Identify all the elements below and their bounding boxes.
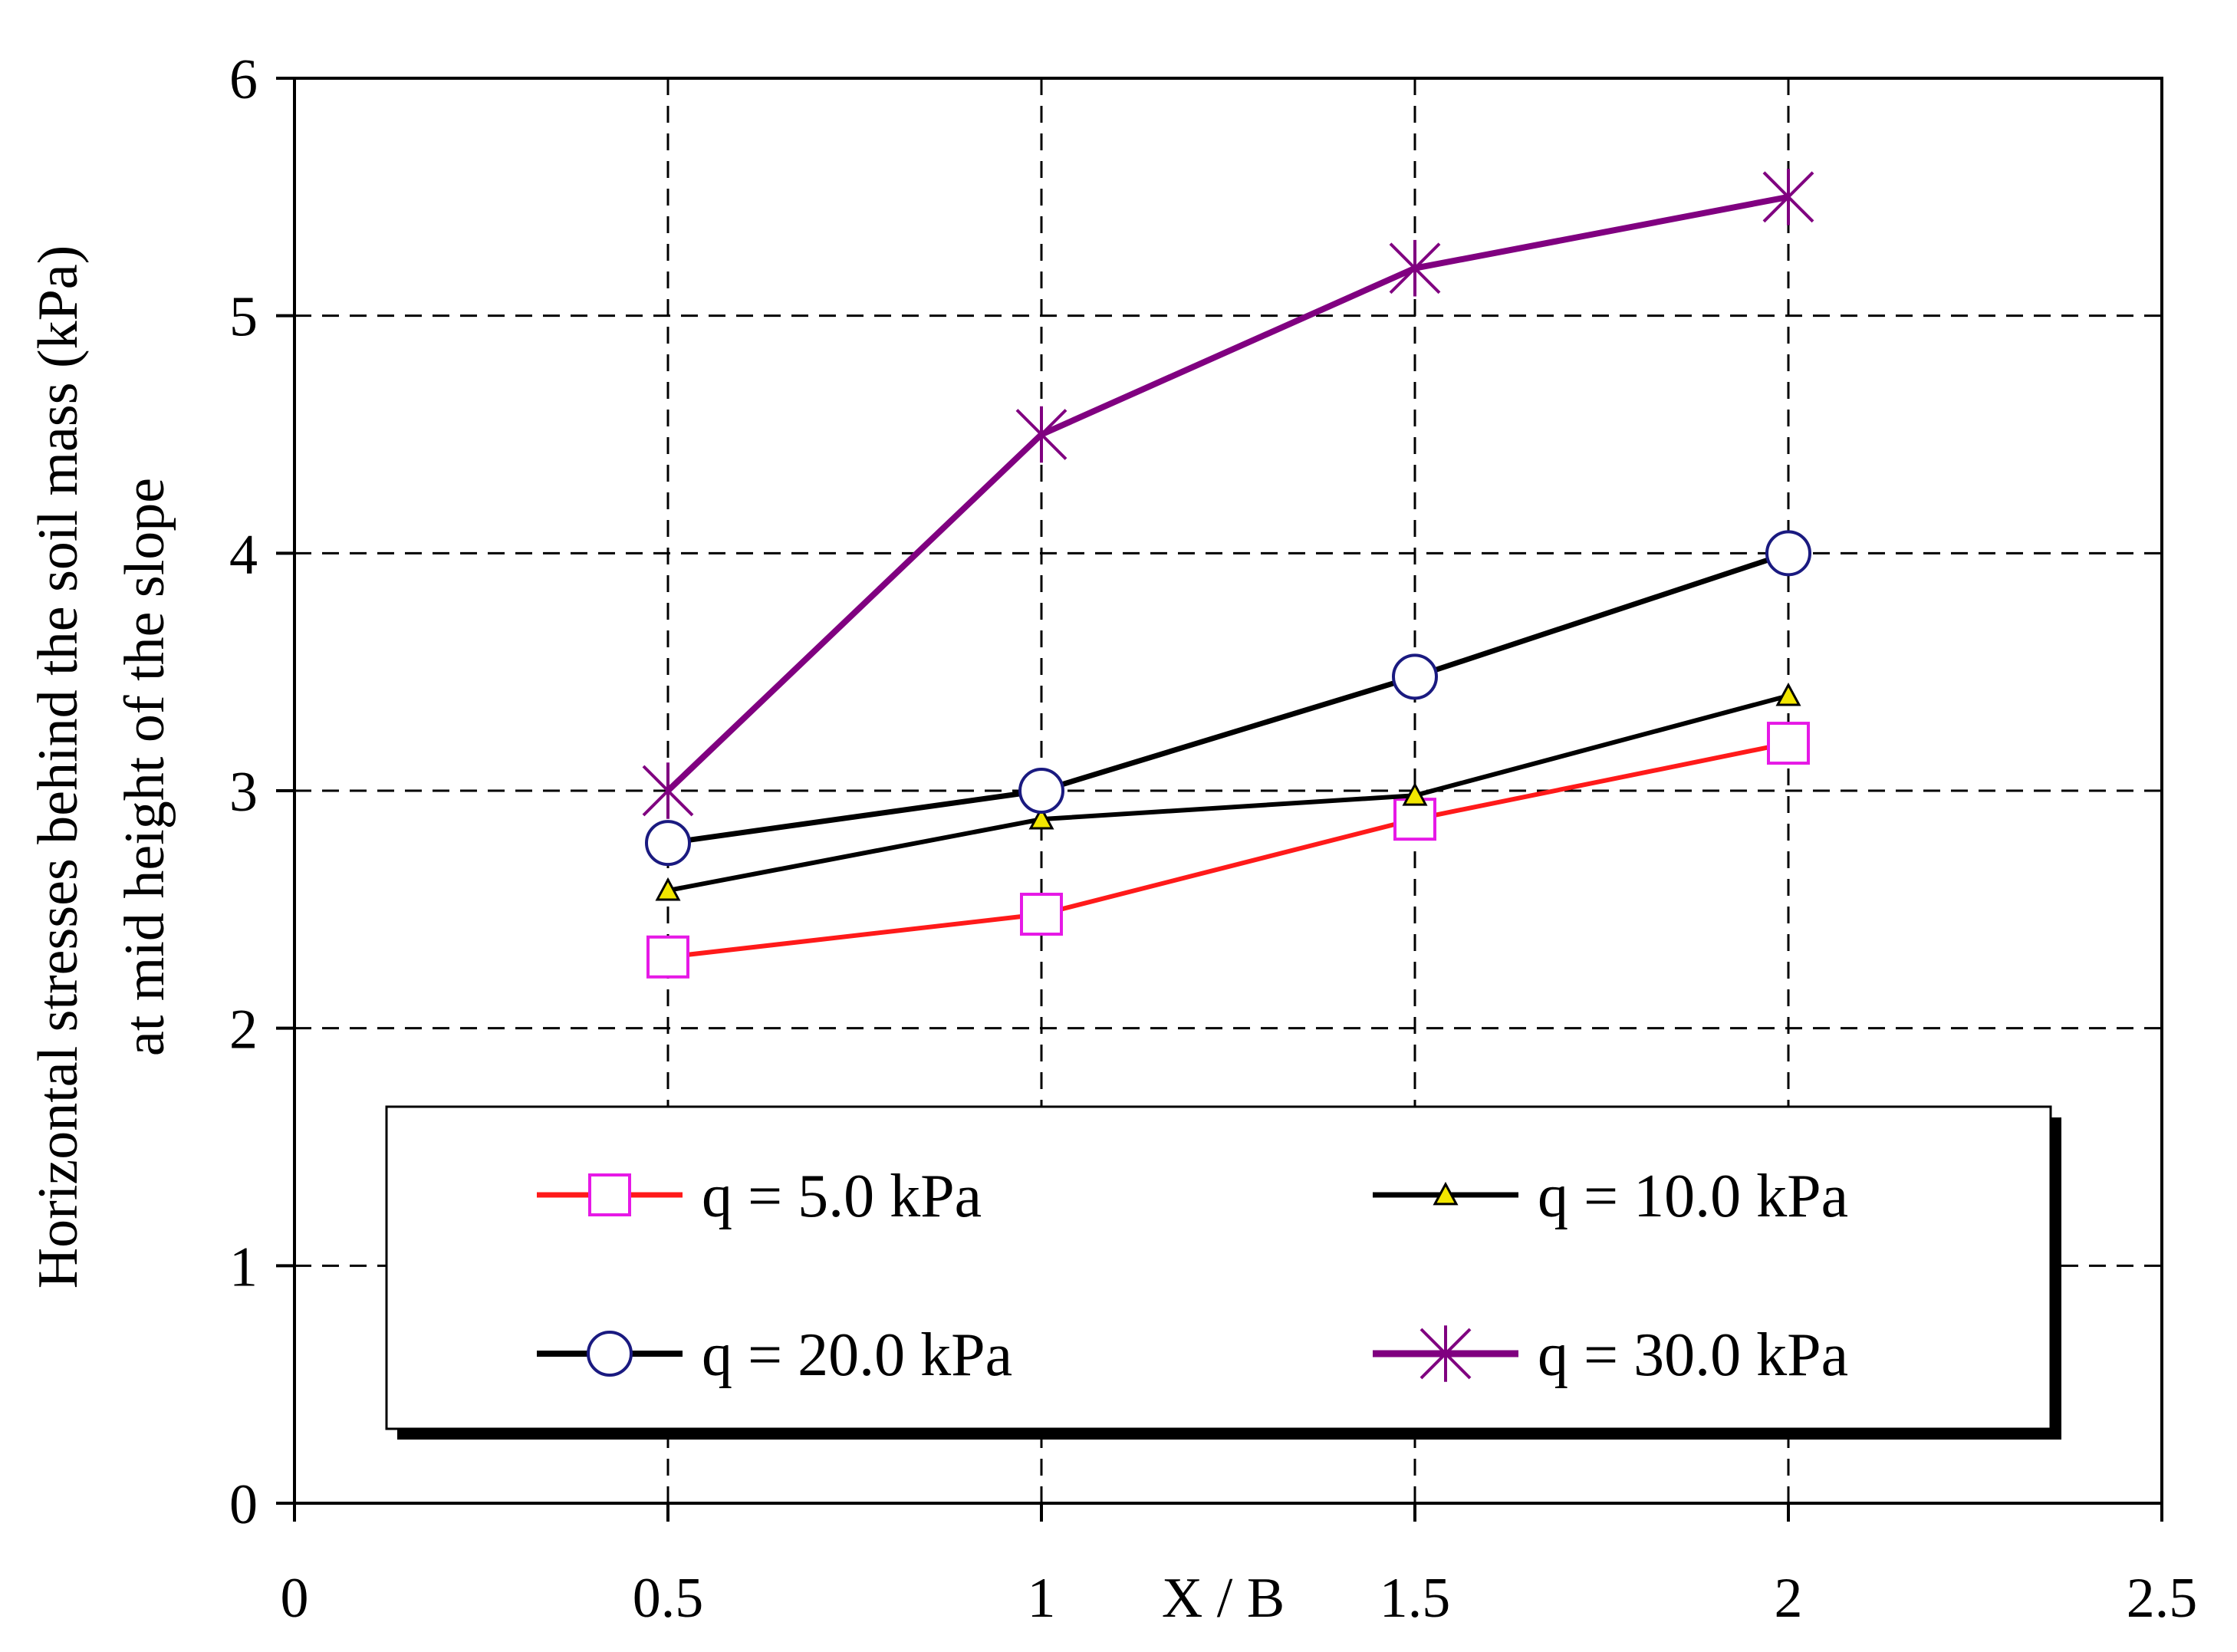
x-tick-label: 1	[1028, 1567, 1056, 1630]
data-point	[645, 820, 691, 867]
x-tick-label: 0.5	[633, 1567, 704, 1630]
y-tick-label: 5	[229, 286, 258, 349]
legend-label: q = 20.0 kPa	[702, 1321, 1012, 1389]
legend-box	[385, 1105, 2052, 1430]
legend-label: q = 30.0 kPa	[1538, 1321, 1848, 1389]
data-point	[1020, 893, 1063, 936]
y-tick-label: 1	[229, 1236, 258, 1298]
data-point	[1762, 169, 1814, 225]
series-line	[667, 741, 1789, 959]
axes-layer: 0 0.5 1 1.5 2 2.5 0 1 2 3 4 5 6	[229, 48, 2197, 1630]
legend-marker	[1420, 1325, 1472, 1382]
data-point	[1018, 768, 1064, 814]
legend-entry-2: q = 10.0 kPa	[1373, 1163, 1848, 1230]
series-layer	[642, 169, 1814, 979]
series-line	[666, 193, 1789, 793]
legend-entry-1: q = 5.0 kPa	[537, 1163, 982, 1230]
legend-marker	[1433, 1181, 1459, 1206]
data-point	[1767, 722, 1810, 765]
series-3	[645, 530, 1811, 867]
series-1	[646, 722, 1810, 979]
y-tick-label: 0	[229, 1473, 258, 1536]
legend-label: q = 10.0 kPa	[1538, 1163, 1848, 1230]
series-4	[642, 169, 1814, 819]
series-2	[655, 682, 1801, 901]
data-point	[646, 935, 689, 979]
legend-entry-4: q = 30.0 kPa	[1373, 1321, 1848, 1389]
x-tick-label: 2.5	[2127, 1567, 2198, 1630]
legend-marker	[587, 1331, 633, 1377]
x-tick-label: 1.5	[1380, 1567, 1451, 1630]
legend-entry-3: q = 20.0 kPa	[537, 1321, 1012, 1389]
data-point	[642, 762, 694, 819]
y-tick-label: 3	[229, 761, 258, 824]
series-line	[667, 693, 1789, 893]
data-point	[1765, 530, 1811, 577]
y-tick-label: 2	[229, 999, 258, 1061]
data-point	[1775, 682, 1801, 706]
data-point	[1402, 782, 1428, 806]
y-axis-title-line1: Horizontal stresses behind the soil mass…	[27, 245, 90, 1289]
y-tick-label: 6	[229, 48, 258, 111]
data-point	[1015, 406, 1068, 463]
data-point	[1392, 653, 1438, 700]
data-point	[655, 877, 681, 901]
x-tick-label: 2	[1775, 1567, 1803, 1630]
x-axis-title: X / B	[1162, 1567, 1285, 1630]
y-tick-label: 4	[229, 523, 258, 586]
legend-marker	[588, 1173, 631, 1216]
data-point	[1028, 806, 1054, 830]
legend: q = 5.0 kPa q = 10.0 kPa q = 20.0 kPa q = 3…	[385, 1105, 2061, 1440]
series-line	[667, 551, 1790, 846]
data-point	[1389, 239, 1441, 297]
axis-labels: Horizontal stresses behind the soil mass…	[27, 245, 1285, 1630]
x-tick-label: 0	[281, 1567, 309, 1630]
y-axis-title-line2: at mid height of the slope	[113, 478, 176, 1056]
legend-label: q = 5.0 kPa	[702, 1163, 982, 1230]
